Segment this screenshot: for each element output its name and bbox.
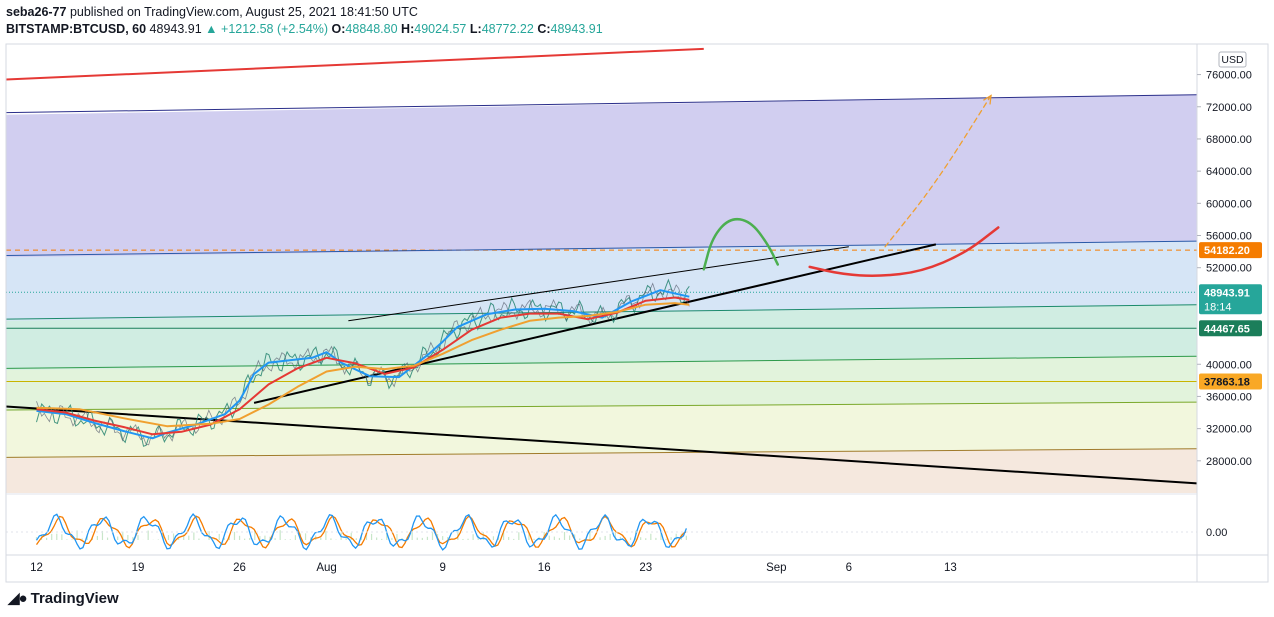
- fib-zone-3: [6, 356, 1197, 411]
- moving-average-2: [36, 302, 690, 428]
- candle-envelope-upper: [36, 278, 690, 447]
- red-arc: [808, 226, 1000, 277]
- price-labels: 54182.20 48943.91 18:14 44467.65 37863.18: [1199, 242, 1262, 390]
- moving-average-0: [36, 289, 690, 440]
- author-name[interactable]: seba26-77: [6, 5, 67, 19]
- green-arc: [702, 217, 780, 271]
- time-tick: Sep: [766, 562, 786, 574]
- open-value: 48848.80: [345, 22, 398, 36]
- fib-zone-2: [6, 304, 1197, 370]
- trend-lines[interactable]: [5, 47, 1198, 485]
- currency-box: [1218, 51, 1247, 68]
- publish-line: seba26-77 published on TradingView.com, …: [6, 4, 906, 21]
- price-tick: 36000.00: [1206, 391, 1252, 403]
- trend-line-0: [5, 47, 704, 81]
- price-tick: 60000.00: [1206, 198, 1252, 210]
- open-label: O:: [331, 22, 346, 36]
- price-label-box: [1199, 242, 1262, 259]
- time-tick: 19: [132, 562, 145, 574]
- time-tick: 26: [233, 562, 246, 574]
- fib-zones: [6, 94, 1197, 493]
- price-label-box: [1199, 320, 1262, 337]
- price-tick: 32000.00: [1206, 424, 1252, 436]
- low-value: 48772.22: [481, 22, 534, 36]
- time-tick: 13: [944, 562, 957, 574]
- price-label-box: [1199, 284, 1262, 315]
- orange-dash-arrowhead: [983, 94, 992, 105]
- oscillator-signal-line: [35, 515, 687, 549]
- low-label: L:: [469, 22, 482, 36]
- fib-zone-0: [6, 94, 1197, 258]
- fib-zone-4: [6, 402, 1197, 459]
- time-tick: 16: [538, 562, 551, 574]
- trend-line-7: [5, 401, 1198, 411]
- price-label-value: 54182.20: [1204, 245, 1250, 257]
- symbol-line: BITSTAMP:BTCUSD, 60 48943.91 ▲ +1212.58 …: [6, 21, 906, 38]
- time-tick: 9: [439, 562, 445, 574]
- price-tick: 40000.00: [1206, 359, 1252, 371]
- oscillator-tick: 0.00: [1206, 527, 1227, 539]
- fib-zone-1: [6, 241, 1197, 321]
- candle-envelope-lower: [36, 282, 690, 446]
- trend-line-2: [5, 240, 1198, 257]
- orange-dash: [884, 94, 992, 248]
- time-tick: Aug: [316, 562, 336, 574]
- fib-zone-5: [6, 448, 1197, 493]
- high-label: H:: [401, 22, 415, 36]
- price-label-countdown: 18:14: [1204, 301, 1232, 313]
- chart-header: seba26-77 published on TradingView.com, …: [6, 4, 906, 38]
- time-axis[interactable]: 12 19 26 Aug 9 16 23 Sep 6 13: [30, 562, 957, 574]
- price-tick: 64000.00: [1206, 166, 1252, 178]
- price-label-box: [1199, 373, 1262, 390]
- symbol-name[interactable]: BITSTAMP:BTCUSD, 60: [6, 22, 147, 36]
- close-label: C:: [537, 22, 551, 36]
- dashed-levels: [6, 249, 1197, 293]
- tradingview-brand[interactable]: ◢● TradingView: [8, 589, 119, 608]
- time-tick: 23: [639, 562, 652, 574]
- time-tick: 6: [846, 562, 852, 574]
- price-label-value: 44467.65: [1204, 323, 1250, 335]
- chart-frame: [5, 43, 1269, 583]
- trend-line-1: [5, 94, 1198, 114]
- published-text: published on TradingView.com, August 25,…: [69, 5, 418, 19]
- trend-line-8: [5, 448, 1198, 458]
- close-value: 48943.91: [550, 22, 603, 36]
- price-label-value: 37863.18: [1204, 376, 1250, 388]
- price-label-value: 48943.91: [1204, 287, 1250, 299]
- high-value: 49024.57: [414, 22, 467, 36]
- oscillator-pane: [6, 512, 1197, 551]
- tradingview-logo-icon: ◢●: [8, 590, 28, 607]
- candle-band: [36, 278, 690, 447]
- time-tick: 12: [30, 562, 43, 574]
- price-tick: 28000.00: [1206, 456, 1252, 468]
- price-axis[interactable]: 76000.00 72000.00 68000.00 64000.00 60000.00…: [5, 43, 1269, 583]
- brand-name: TradingView: [30, 589, 119, 607]
- price-tick: 52000.00: [1206, 263, 1252, 275]
- last-price: 48943.91: [149, 22, 202, 36]
- price-change: ▲ +1212.58 (+2.54%): [205, 22, 329, 36]
- trend-line-11: [348, 246, 849, 322]
- oscillator-main-line: [35, 512, 688, 551]
- price-tick: 56000.00: [1206, 231, 1252, 243]
- projection-drawings[interactable]: [702, 94, 1000, 277]
- moving-averages: [36, 289, 690, 440]
- price-tick: 76000.00: [1206, 70, 1252, 82]
- price-tick: 72000.00: [1206, 102, 1252, 114]
- currency-label: USD: [1221, 54, 1244, 66]
- trend-line-5: [5, 355, 1198, 369]
- price-tick: 68000.00: [1206, 134, 1252, 146]
